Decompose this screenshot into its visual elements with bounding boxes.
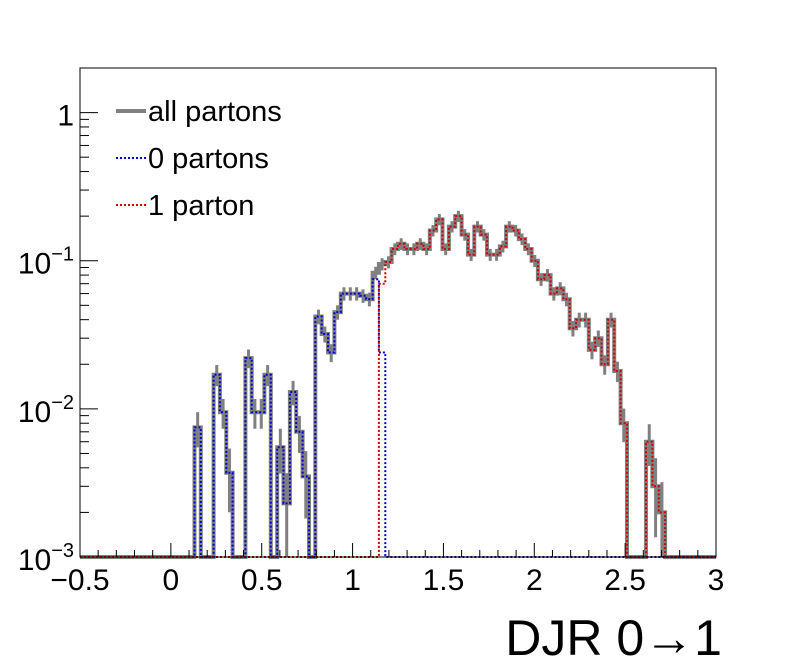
y-tick-label: 10−3 bbox=[18, 540, 74, 577]
y-tick-label: 10−1 bbox=[18, 244, 74, 281]
legend: all partons 0 partons 1 parton bbox=[116, 96, 282, 222]
x-tick-label: 1.5 bbox=[423, 564, 465, 597]
legend-entry: 0 partons bbox=[116, 143, 269, 175]
x-tick-label: 1 bbox=[344, 564, 361, 597]
x-tick-label: 0 bbox=[163, 564, 180, 597]
legend-label: 1 parton bbox=[148, 190, 254, 222]
x-tick-label: 0.5 bbox=[241, 564, 283, 597]
axis-ticks bbox=[79, 67, 717, 558]
x-tick-label: 2 bbox=[526, 564, 543, 597]
tick-labels: −0.5 0 0.5 1 1.5 2 2.5 3 10−3 10−2 10−1 1 bbox=[18, 100, 725, 597]
x-tick-label: 2.5 bbox=[604, 564, 646, 597]
plot-frame bbox=[79, 67, 717, 558]
x-tick-label: 3 bbox=[708, 564, 725, 597]
x-axis-title: DJR 0→1 bbox=[505, 610, 722, 666]
legend-label: all partons bbox=[148, 96, 282, 128]
y-tick-label: 10−2 bbox=[18, 392, 74, 429]
legend-entry: all partons bbox=[116, 96, 282, 128]
y-tick-label: 1 bbox=[57, 100, 74, 133]
x-tick-label: −0.5 bbox=[50, 564, 109, 597]
legend-entry: 1 parton bbox=[116, 190, 254, 222]
legend-label: 0 partons bbox=[148, 143, 269, 175]
